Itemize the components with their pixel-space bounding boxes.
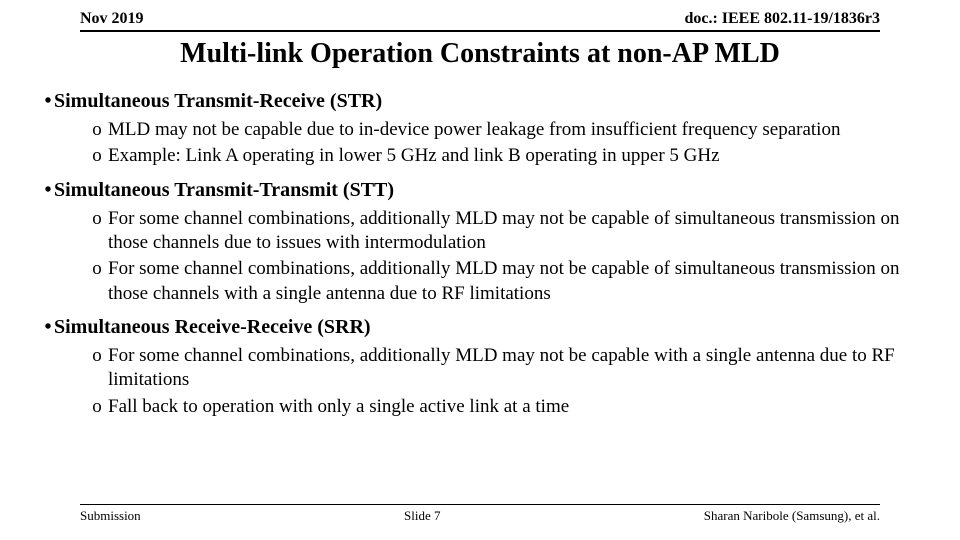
section-heading: Simultaneous Receive-Receive (SRR): [54, 314, 371, 340]
section-str: • Simultaneous Transmit-Receive (STR) o …: [30, 88, 930, 169]
slide-page: Nov 2019 doc.: IEEE 802.11-19/1836r3 Mul…: [0, 0, 960, 540]
bullet-l1-icon: •: [30, 314, 54, 340]
bullet-l1-icon: •: [30, 88, 54, 114]
footer-author: Sharan Naribole (Samsung), et al.: [704, 508, 880, 524]
footer-divider: [80, 504, 880, 505]
section-srr: • Simultaneous Receive-Receive (SRR) o F…: [30, 314, 930, 419]
header-underline: [80, 30, 880, 32]
bullet-l2-icon: o: [86, 344, 108, 368]
section-heading: Simultaneous Transmit-Transmit (STT): [54, 177, 394, 203]
list-item: o MLD may not be capable due to in-devic…: [30, 118, 930, 142]
list-item-text: Example: Link A operating in lower 5 GHz…: [108, 144, 930, 168]
section-heading-row: • Simultaneous Transmit-Transmit (STT): [30, 177, 930, 203]
header-date: Nov 2019: [80, 10, 144, 28]
section-heading-row: • Simultaneous Transmit-Receive (STR): [30, 88, 930, 114]
header-row: Nov 2019 doc.: IEEE 802.11-19/1836r3: [20, 10, 940, 28]
section-heading: Simultaneous Transmit-Receive (STR): [54, 88, 382, 114]
bullet-l2-icon: o: [86, 144, 108, 168]
list-item-text: MLD may not be capable due to in-device …: [108, 118, 930, 142]
list-item-text: For some channel combinations, additiona…: [108, 207, 930, 256]
list-item: o For some channel combinations, additio…: [30, 257, 930, 306]
list-item: o For some channel combinations, additio…: [30, 344, 930, 393]
slide-title: Multi-link Operation Constraints at non-…: [20, 38, 940, 70]
footer-row: Submission Slide 7 Sharan Naribole (Sams…: [20, 508, 940, 524]
list-item-text: For some channel combinations, additiona…: [108, 344, 930, 393]
footer-slide-number: Slide 7: [404, 508, 440, 524]
bullet-l2-icon: o: [86, 395, 108, 419]
bullet-l2-icon: o: [86, 207, 108, 231]
slide-footer: Submission Slide 7 Sharan Naribole (Sams…: [20, 504, 940, 524]
sub-list: o MLD may not be capable due to in-devic…: [30, 118, 930, 169]
list-item: o For some channel combinations, additio…: [30, 207, 930, 256]
section-stt: • Simultaneous Transmit-Transmit (STT) o…: [30, 177, 930, 306]
list-item: o Fall back to operation with only a sin…: [30, 395, 930, 419]
slide-content: • Simultaneous Transmit-Receive (STR) o …: [20, 88, 940, 419]
bullet-l1-icon: •: [30, 177, 54, 203]
list-item-text: Fall back to operation with only a singl…: [108, 395, 930, 419]
sub-list: o For some channel combinations, additio…: [30, 344, 930, 419]
sub-list: o For some channel combinations, additio…: [30, 207, 930, 306]
section-heading-row: • Simultaneous Receive-Receive (SRR): [30, 314, 930, 340]
bullet-l2-icon: o: [86, 118, 108, 142]
footer-left: Submission: [80, 508, 141, 524]
bullet-l2-icon: o: [86, 257, 108, 281]
header-doc-id: doc.: IEEE 802.11-19/1836r3: [684, 10, 880, 28]
list-item-text: For some channel combinations, additiona…: [108, 257, 930, 306]
bullet-list-level1: • Simultaneous Transmit-Receive (STR) o …: [30, 88, 930, 419]
list-item: o Example: Link A operating in lower 5 G…: [30, 144, 930, 168]
